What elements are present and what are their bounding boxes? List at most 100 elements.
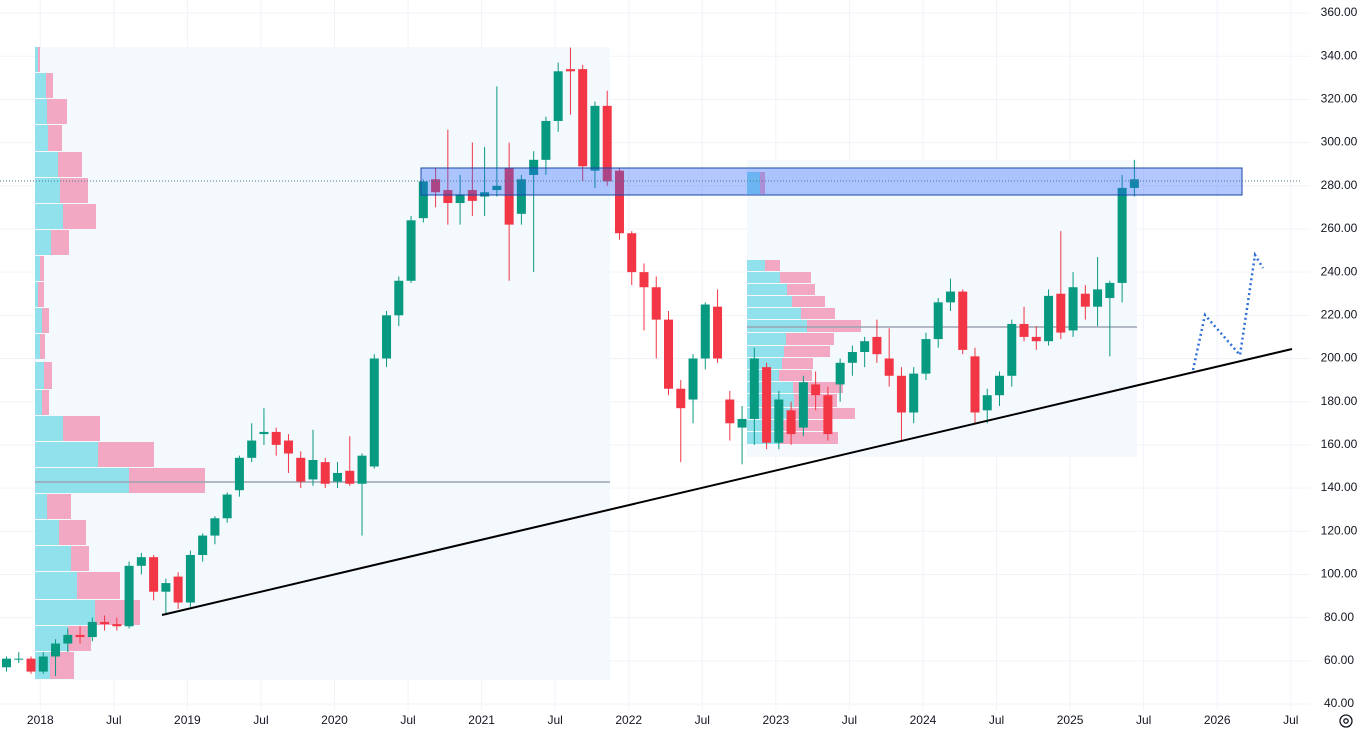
candle-body: [26, 658, 36, 672]
candle-body: [651, 287, 661, 320]
candle-body: [590, 105, 600, 171]
candle-body: [1031, 336, 1041, 342]
candle-body: [75, 634, 85, 638]
candle-body: [443, 190, 453, 204]
candle-body: [369, 358, 379, 467]
y-tick-label: 320.00: [1321, 92, 1358, 106]
candle-body: [1129, 179, 1139, 188]
candle-body: [823, 395, 833, 435]
candle-body: [982, 395, 992, 411]
candle-body: [614, 170, 624, 234]
candle-body: [909, 373, 919, 413]
candle-body: [847, 352, 857, 363]
candle-body: [945, 291, 955, 303]
candle-body: [884, 358, 894, 376]
candle-body: [149, 557, 159, 592]
candle-body: [136, 557, 146, 566]
y-tick-label: 80.00: [1324, 610, 1354, 624]
x-tick-label: Jul: [695, 713, 710, 727]
y-tick-label: 180.00: [1321, 394, 1358, 408]
y-tick-label: 100.00: [1321, 567, 1358, 581]
candle-body: [749, 358, 759, 419]
y-tick-label: 360.00: [1321, 5, 1358, 19]
y-tick-label: 160.00: [1321, 437, 1358, 451]
y-tick-label: 340.00: [1321, 48, 1358, 62]
candle-body: [811, 384, 821, 396]
candle-body: [173, 576, 183, 603]
candle-body: [333, 472, 343, 482]
candle-body: [896, 375, 906, 413]
candle-body: [406, 220, 416, 281]
y-tick-label: 300.00: [1321, 135, 1358, 149]
candle-body: [320, 462, 330, 484]
candle-body: [529, 159, 539, 175]
candle-body: [958, 291, 968, 350]
candle-body: [247, 440, 257, 458]
candle-body: [222, 494, 232, 519]
candle-body: [578, 69, 588, 167]
y-tick-label: 280.00: [1321, 178, 1358, 192]
candle-body: [676, 388, 686, 409]
candle-body: [418, 181, 428, 219]
candle-body: [860, 341, 870, 353]
candle-body: [1019, 323, 1029, 337]
candle-body: [259, 431, 269, 435]
x-tick-label: 2024: [910, 713, 937, 727]
y-tick-label: 40.00: [1324, 696, 1354, 710]
candle-body: [725, 399, 735, 424]
candle-body: [688, 358, 698, 400]
candle-body: [664, 319, 674, 389]
candle-body: [161, 583, 171, 592]
candle-body: [210, 518, 220, 536]
x-tick-label: 2026: [1204, 713, 1231, 727]
candle-body: [431, 179, 441, 193]
candle-body: [198, 535, 208, 556]
candle-body: [51, 643, 61, 657]
candle-body: [713, 306, 723, 359]
y-tick-label: 120.00: [1321, 523, 1358, 537]
x-tick-label: 2022: [615, 713, 642, 727]
candle-body: [357, 455, 367, 484]
x-tick-label: 2021: [468, 713, 495, 727]
projection-path: [1191, 251, 1265, 371]
candle-body: [38, 656, 48, 672]
candle-body: [872, 336, 882, 355]
candle-body: [1044, 295, 1054, 342]
candle-body: [835, 362, 845, 385]
candle-body: [492, 185, 502, 191]
candle-body: [100, 621, 110, 625]
candle-body: [553, 71, 563, 121]
candle-body: [774, 399, 784, 443]
candle-body: [700, 304, 710, 359]
candle-body: [1080, 293, 1090, 307]
settings-icon[interactable]: [1339, 714, 1353, 728]
candle-body: [382, 315, 392, 359]
candle-body: [345, 470, 355, 484]
x-tick-label: 2025: [1057, 713, 1084, 727]
candle-body: [1056, 293, 1066, 333]
candle-body: [565, 69, 575, 72]
candle-body: [87, 621, 97, 638]
candle-body: [602, 105, 612, 182]
x-tick-label: 2023: [762, 713, 789, 727]
candle-body: [541, 120, 551, 160]
candle-body: [921, 339, 931, 374]
candles: [2, 47, 1139, 676]
candle-body: [1105, 282, 1115, 299]
candle-body: [995, 375, 1005, 396]
x-tick-label: Jul: [1283, 713, 1298, 727]
candle-body: [14, 658, 24, 660]
candle-body: [394, 280, 404, 316]
y-tick-label: 240.00: [1321, 264, 1358, 278]
y-tick-label: 140.00: [1321, 480, 1358, 494]
x-tick-label: Jul: [106, 713, 121, 727]
x-tick-label: Jul: [253, 713, 268, 727]
candle-body: [455, 194, 465, 204]
candle-body: [639, 272, 649, 288]
candle-body: [1007, 323, 1017, 376]
candle-body: [283, 440, 293, 454]
candle-body: [308, 459, 318, 480]
candle-body: [798, 382, 808, 428]
candle-body: [933, 302, 943, 340]
